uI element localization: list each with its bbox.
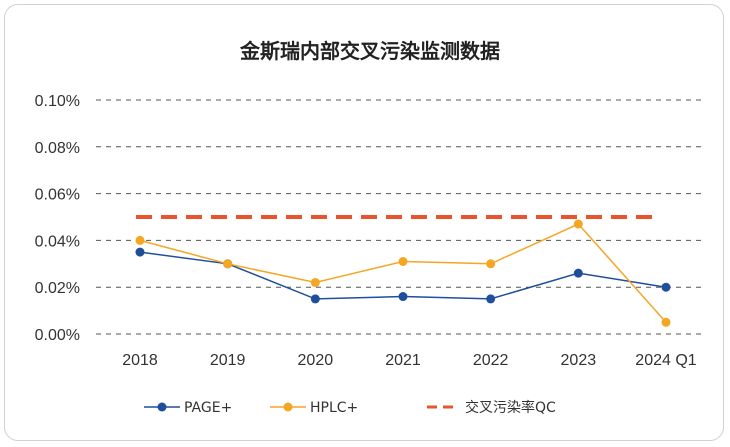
legend-marker [283,402,293,412]
data-point [135,235,145,245]
data-point [310,294,320,304]
data-point [661,317,671,327]
x-tick-label: 2021 [385,352,421,369]
x-tick-label: 2020 [298,352,334,369]
legend-label: 交叉污染率QC [465,399,556,416]
legend-label: HPLC+ [310,400,358,416]
legend-item: HPLC+ [270,400,358,416]
y-axis-ticks: 0.10% 0.08% 0.06% 0.04% 0.02% 0.00% [35,93,80,344]
x-tick-label: 2019 [210,352,246,369]
y-tick-label: 0.04% [35,233,80,250]
legend-label: PAGE+ [184,400,232,416]
data-point [135,247,145,257]
y-tick-label: 0.02% [35,280,80,297]
x-tick-label: 2022 [473,352,509,369]
legend: PAGE+ HPLC+ 交叉污染率QC [144,399,556,416]
legend-item: PAGE+ [144,400,232,416]
data-point [661,282,671,292]
data-point [310,278,320,288]
data-point [223,259,233,269]
series-1 [135,219,671,327]
x-axis-ticks: 2018 2019 2020 2021 2022 2023 2024 Q1 [122,352,697,369]
y-tick-label: 0.08% [35,140,80,157]
x-tick-label: 2018 [122,352,158,369]
chart-card [4,4,724,441]
data-point [573,219,583,229]
data-point [398,292,408,302]
series-layer [135,215,671,327]
y-tick-label: 0.06% [35,187,80,204]
grid-lines [96,99,702,335]
data-point [486,294,496,304]
series-line [139,223,667,323]
data-point [398,256,408,266]
y-tick-label: 0.10% [35,93,80,110]
x-tick-label: 2024 Q1 [635,352,696,369]
legend-marker [157,402,167,412]
y-tick-label: 0.00% [35,327,80,344]
chart-title: 金斯瑞内部交叉污染监测数据 [239,39,500,63]
data-point [486,259,496,269]
x-tick-label: 2023 [561,352,597,369]
data-point [573,268,583,278]
legend-item: 交叉污染率QC [427,399,556,416]
series-0 [135,247,671,304]
